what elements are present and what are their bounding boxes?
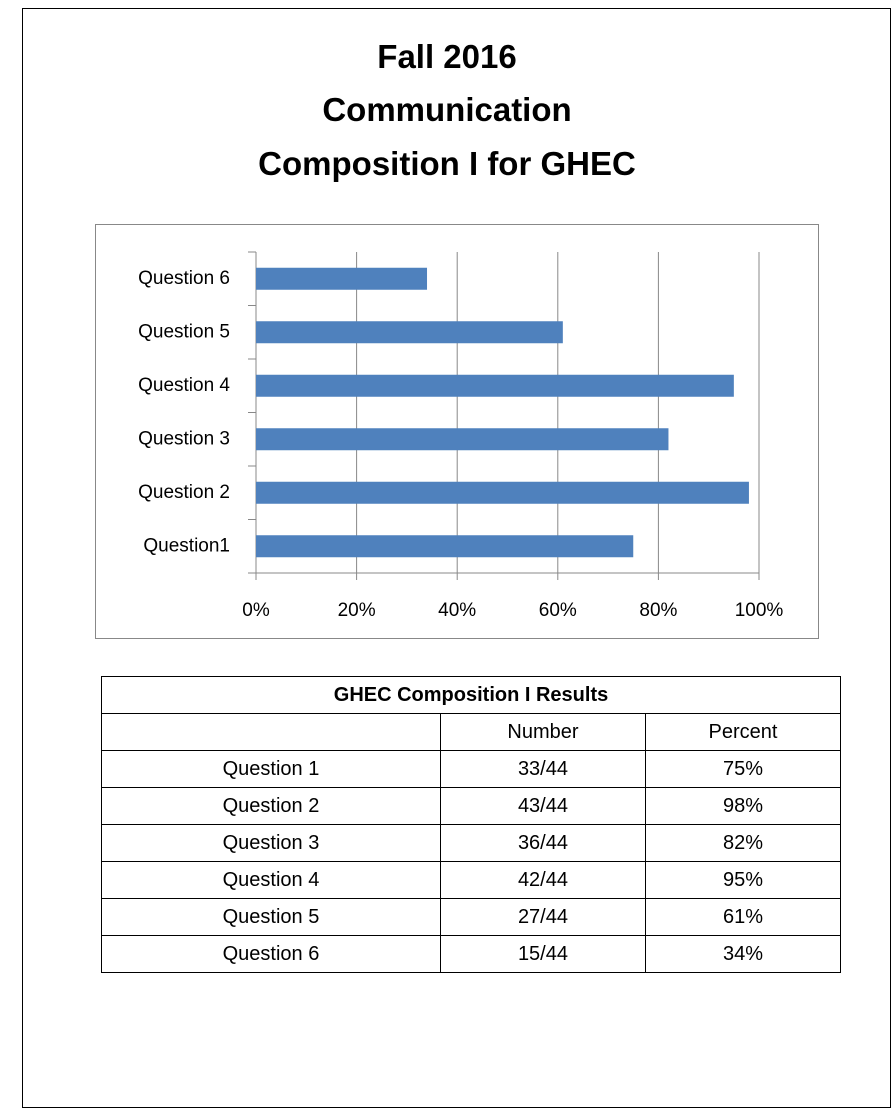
table-cell: Question 6: [101, 935, 441, 973]
header-cell: [101, 713, 441, 751]
bar: [256, 267, 428, 290]
table-title: GHEC Composition I Results: [101, 676, 841, 714]
table-cell: 98%: [644, 787, 842, 825]
x-tick-label: 80%: [639, 600, 677, 621]
header-cell: Percent: [644, 713, 842, 751]
x-tick-label: 20%: [338, 600, 376, 621]
results-table: GHEC Composition I Results Number Percent…: [101, 676, 842, 973]
title-line: Communication: [322, 91, 572, 128]
y-tick-label: Question 6: [138, 268, 230, 289]
y-tick-label: Question1: [143, 535, 230, 556]
header-cell: Number: [439, 713, 646, 751]
x-tick-label: 0%: [242, 600, 270, 621]
x-tick-label: 100%: [735, 600, 784, 621]
table-cell: 82%: [644, 824, 842, 862]
table-cell: 43/44: [439, 787, 646, 825]
table-cell: Question 3: [101, 824, 441, 862]
table-cell: Question 4: [101, 861, 441, 899]
bar: [256, 321, 563, 344]
table-cell: 27/44: [439, 898, 646, 936]
table-row: Question 3 36/44 82%: [101, 824, 842, 862]
table-cell: Question 5: [101, 898, 441, 936]
table-cell: 34%: [644, 935, 842, 973]
table-cell: Question 2: [101, 787, 441, 825]
bar: [256, 481, 749, 504]
x-tick-label: 60%: [539, 600, 577, 621]
bar: [256, 374, 734, 397]
title-line: Fall 2016: [377, 38, 517, 75]
y-tick-label: Question 5: [138, 321, 230, 342]
table-cell: 61%: [644, 898, 842, 936]
bar: [256, 428, 669, 451]
table-cell: 95%: [644, 861, 842, 899]
chart: 0% 20% 40% 60% 80% 100% Question1 Question 2 Que…: [95, 224, 819, 639]
y-tick-label: Question 4: [138, 375, 230, 396]
table-row: Question 1 33/44 75%: [101, 750, 842, 788]
table-row: Question 4 42/44 95%: [101, 861, 842, 899]
y-tick-label: Question 2: [138, 482, 230, 503]
table-cell: Question 1: [101, 750, 441, 788]
title-line: Composition I for GHEC: [258, 145, 636, 182]
y-tick-label: Question 3: [138, 428, 230, 449]
table-row: Question 2 43/44 98%: [101, 787, 842, 825]
page: {"header": {"lines": ["Fall 2016", "Comm…: [22, 8, 891, 1108]
table-row: Question 6 15/44 34%: [101, 935, 842, 973]
table-row: Question 5 27/44 61%: [101, 898, 842, 936]
table-cell: 75%: [644, 750, 842, 788]
x-tick-label: 40%: [438, 600, 476, 621]
table-cell: 42/44: [439, 861, 646, 899]
bar: [256, 535, 634, 558]
table-cell: 36/44: [439, 824, 646, 862]
table-cell: 15/44: [439, 935, 646, 973]
table-cell: 33/44: [439, 750, 646, 788]
